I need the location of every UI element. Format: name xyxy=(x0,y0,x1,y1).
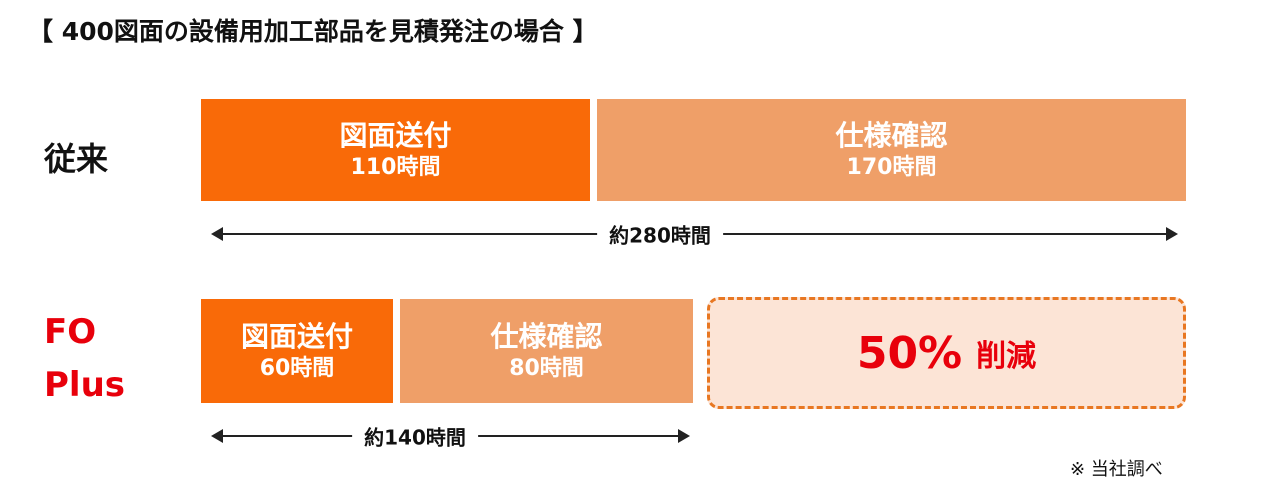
row-label-fo-plus: FO Plus xyxy=(44,306,125,411)
segment-name: 図面送付 xyxy=(339,118,452,152)
segment-conventional-spec-check: 仕様確認 170時間 xyxy=(597,99,1186,201)
reduction-text: 削減 xyxy=(976,339,1037,374)
segment-name: 仕様確認 xyxy=(835,118,948,152)
segment-name: 仕様確認 xyxy=(490,319,603,353)
row-label-conventional: 従来 xyxy=(44,140,109,178)
total-label-conventional: 約280時間 xyxy=(597,219,723,249)
segment-conventional-drawing-send: 図面送付 110時間 xyxy=(201,99,590,201)
segment-value: 80時間 xyxy=(509,355,584,381)
segment-fo-plus-spec-check: 仕様確認 80時間 xyxy=(400,299,693,403)
segment-fo-plus-drawing-send: 図面送付 60時間 xyxy=(201,299,393,403)
segment-value: 170時間 xyxy=(846,154,937,180)
segment-value: 60時間 xyxy=(259,355,335,381)
reduction-callout: 50% 削減 xyxy=(707,297,1186,409)
row-label-line: Plus xyxy=(44,364,126,405)
segment-name: 図面送付 xyxy=(240,319,353,353)
segment-value: 110時間 xyxy=(350,154,441,180)
row-label-line: FO xyxy=(44,312,97,352)
total-label-fo-plus: 約140時間 xyxy=(352,421,478,451)
reduction-percent: 50% xyxy=(856,327,963,379)
page-title: 【 400図面の設備用加工部品を見積発注の場合 】 xyxy=(28,17,598,46)
footnote: ※ 当社調べ xyxy=(1070,459,1163,480)
